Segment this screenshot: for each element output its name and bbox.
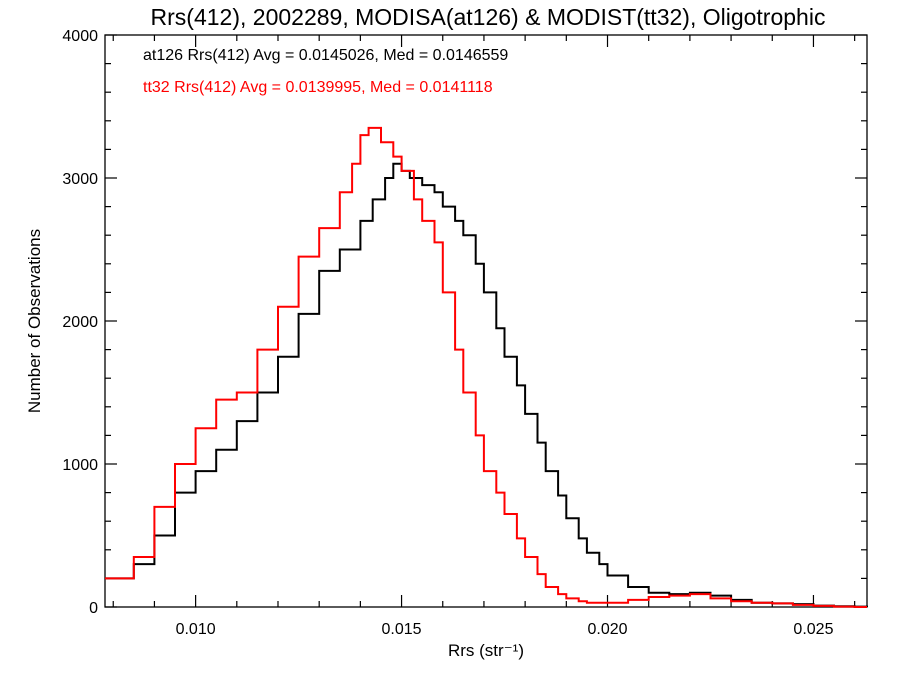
x-tick-label: 0.015 <box>382 621 422 638</box>
x-tick-label: 0.010 <box>176 621 216 638</box>
series-line-red <box>105 126 867 608</box>
axis-ticks <box>105 34 867 608</box>
annotation-black: at126 Rrs(412) Avg = 0.0145026, Med = 0.… <box>143 47 508 64</box>
y-axis-label: Number of Observations <box>25 229 44 413</box>
y-tick-label: 4000 <box>62 28 98 45</box>
y-tick-label: 1000 <box>62 457 98 474</box>
series-line-black <box>105 162 868 608</box>
x-tick-label: 0.020 <box>587 621 627 638</box>
series-lines <box>105 126 868 608</box>
x-tick-label: 0.025 <box>793 621 833 638</box>
x-axis-label: Rrs (str⁻¹) <box>448 641 524 660</box>
plot-frame <box>104 34 868 608</box>
y-tick-label: 3000 <box>62 171 98 188</box>
y-tick-label: 2000 <box>62 314 98 331</box>
y-tick-label: 0 <box>89 600 98 617</box>
annotation-red: tt32 Rrs(412) Avg = 0.0139995, Med = 0.0… <box>143 79 493 96</box>
tick-labels: 0.010 0.015 0.020 0.025 0 1000 2000 3000 4000 <box>62 28 833 638</box>
chart-title: Rrs(412), 2002289, MODISA(at126) & MODIS… <box>151 4 826 30</box>
